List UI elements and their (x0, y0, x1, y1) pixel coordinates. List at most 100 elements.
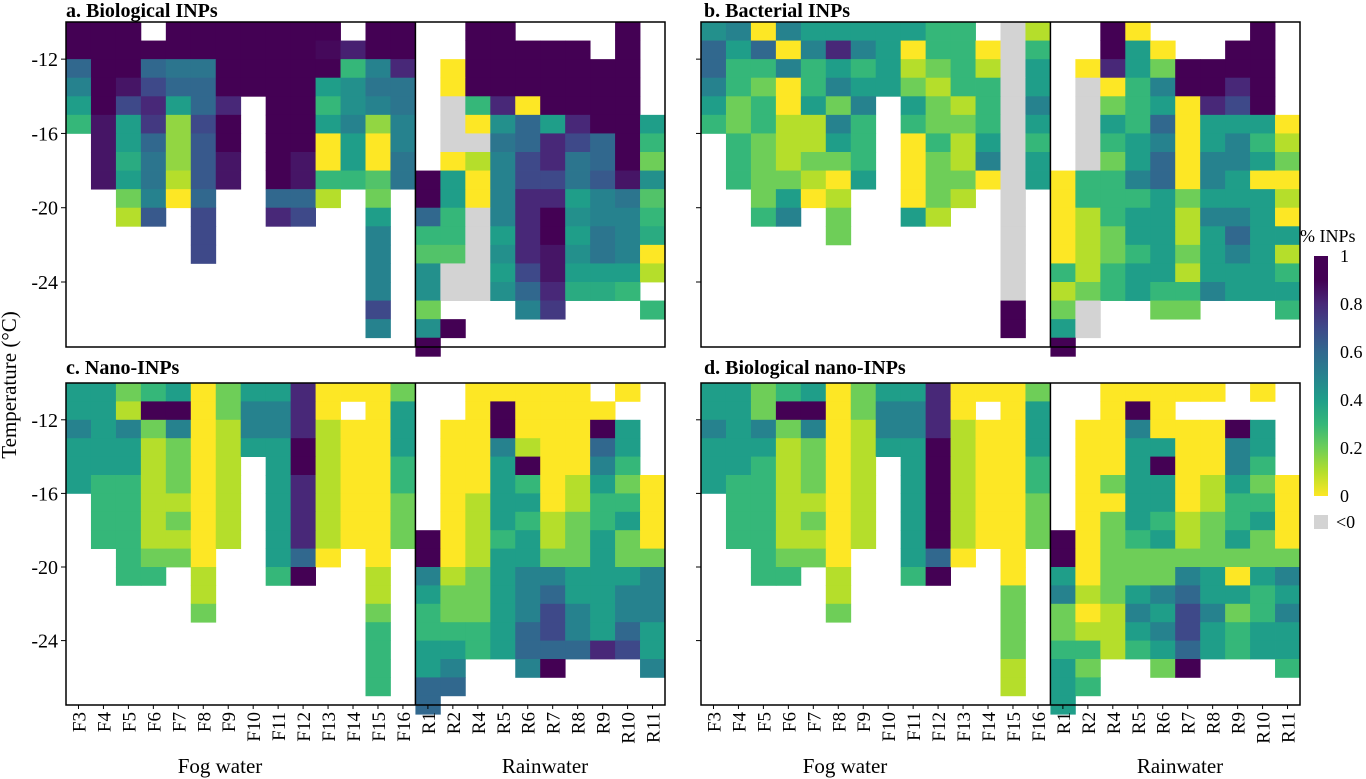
x-tick-label: F11 (269, 712, 290, 741)
heatmap-cell (1250, 419, 1276, 439)
heatmap-cell (950, 383, 976, 402)
heatmap-cell (390, 511, 416, 531)
heatmap-cell (465, 207, 491, 227)
heatmap-cell (1250, 114, 1276, 134)
heatmap-cell (1025, 511, 1051, 531)
heatmap-cell (825, 96, 852, 116)
heatmap-cell (975, 96, 1001, 116)
heatmap-cell (1150, 59, 1176, 79)
heatmap-cell (1275, 133, 1301, 153)
x-tick-label: R4 (469, 712, 490, 735)
heatmap-cell (640, 603, 666, 623)
heatmap-cell (515, 40, 541, 60)
heatmap-cell (365, 383, 391, 402)
panel-cells (701, 383, 1301, 715)
heatmap-cell (440, 493, 466, 513)
heatmap-cell (1025, 493, 1051, 513)
heatmap-cell (66, 40, 92, 60)
heatmap-cell (925, 438, 951, 457)
heatmap-cell (515, 59, 541, 79)
heatmap-cell (490, 438, 516, 457)
heatmap-cell (640, 207, 666, 227)
heatmap-cell (1225, 114, 1251, 134)
heatmap-cell (340, 170, 366, 190)
heatmap-cell (1075, 244, 1101, 264)
heatmap-cell (390, 419, 416, 439)
heatmap-cell (265, 456, 292, 476)
heatmap-cell (1050, 300, 1076, 320)
heatmap-cell (1100, 282, 1126, 301)
heatmap-cell (540, 189, 566, 209)
heatmap-cell (365, 170, 391, 190)
heatmap-cell (465, 438, 491, 457)
heatmap-cell (800, 383, 827, 402)
heatmap-cell (950, 419, 976, 439)
heatmap-cell (1200, 263, 1226, 283)
heatmap-cell (440, 659, 466, 678)
heatmap-cell (465, 263, 491, 283)
x-tick-label: R7 (544, 712, 565, 734)
heatmap-cell (1100, 207, 1126, 227)
heatmap-cell (1100, 77, 1126, 97)
heatmap-cell (1075, 622, 1101, 641)
heatmap-cell (315, 170, 341, 190)
x-tick-label: F10 (879, 712, 900, 742)
heatmap-cell (615, 419, 641, 439)
panel-a: a. Biological INPs -12 -16 -20 -24 (31, 0, 666, 357)
heatmap-cell (265, 511, 292, 531)
heatmap-cell (1200, 282, 1226, 301)
heatmap-cell (340, 511, 366, 531)
panel-frame (700, 21, 1301, 348)
heatmap-cell (725, 170, 752, 190)
heatmap-cell (800, 493, 827, 513)
heatmap-cell (1250, 226, 1276, 246)
heatmap-cell (1125, 96, 1151, 116)
x-tick-label: F6 (779, 712, 800, 732)
heatmap-cell (540, 438, 566, 457)
heatmap-cell (565, 96, 591, 116)
heatmap-cell (875, 419, 902, 439)
heatmap-cell (440, 511, 466, 531)
x-tick-label: F9 (854, 712, 875, 732)
heatmap-cell (390, 530, 416, 549)
heatmap-cell (1025, 383, 1051, 402)
heatmap-cell (1025, 22, 1051, 41)
heatmap-cell (590, 226, 616, 246)
panel-border (65, 21, 666, 348)
heatmap-cell (415, 622, 441, 641)
heatmap-cell (90, 170, 117, 190)
heatmap-cell (340, 152, 366, 171)
heatmap-cell (825, 493, 852, 513)
heatmap-cell (640, 114, 666, 134)
heatmap-cell (1000, 530, 1026, 549)
heatmap-cell (66, 77, 92, 97)
heatmap-cell (490, 152, 516, 171)
heatmap-cell (1000, 226, 1026, 246)
heatmap-cell (640, 244, 666, 264)
heatmap-cell (1000, 207, 1026, 227)
heatmap-cell (1125, 383, 1151, 402)
heatmap-cell (1275, 640, 1301, 660)
heatmap-cell (565, 585, 591, 605)
heatmap-cell (590, 640, 616, 660)
heatmap-cell (1225, 456, 1251, 476)
y-tick-label: -20 (31, 198, 58, 220)
heatmap-cell (1050, 603, 1076, 623)
heatmap-cell (1200, 189, 1226, 209)
heatmap-cell (1075, 640, 1101, 660)
heatmap-cell (165, 530, 192, 549)
heatmap-cell (440, 475, 466, 494)
heatmap-cell (215, 114, 242, 134)
heatmap-cell (265, 59, 292, 79)
heatmap-cell (540, 585, 566, 605)
heatmap-cell (215, 456, 242, 476)
heatmap-cell (290, 530, 316, 549)
heatmap-cell (140, 401, 167, 421)
heatmap-cell (1250, 567, 1276, 586)
x-tick-label: R2 (444, 712, 465, 734)
heatmap-cell (90, 152, 117, 171)
heatmap-cell (390, 22, 416, 41)
heatmap-cell (465, 475, 491, 494)
x-tick-label: F12 (929, 712, 950, 742)
heatmap-cell (1025, 114, 1051, 134)
